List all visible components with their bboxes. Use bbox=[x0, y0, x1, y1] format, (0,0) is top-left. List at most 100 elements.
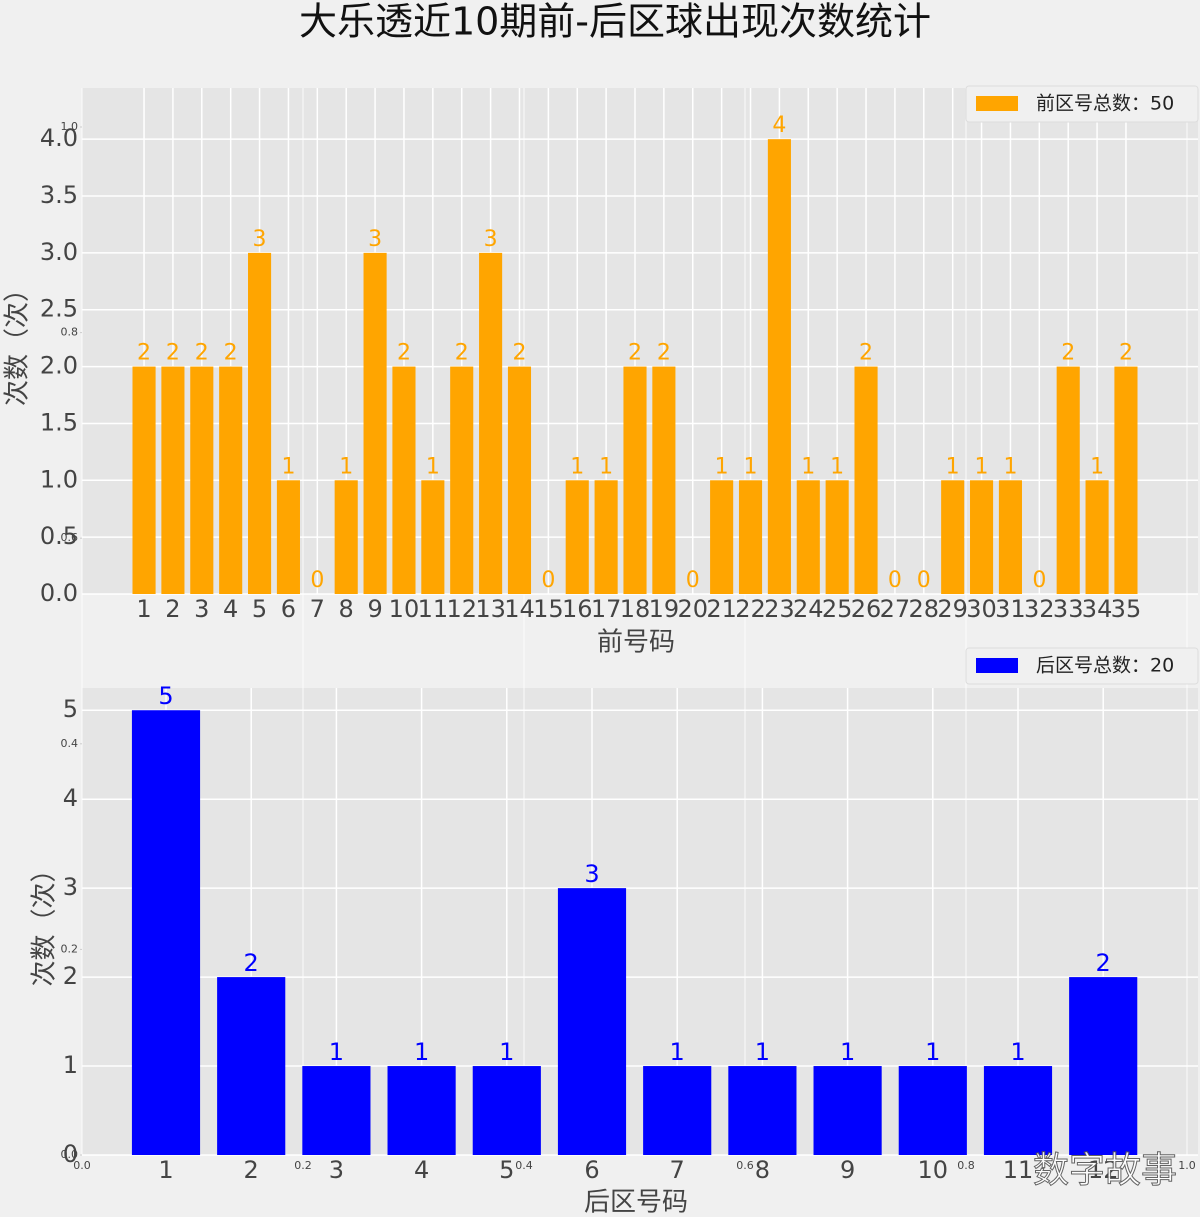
x-tick-label: 29 bbox=[937, 595, 968, 623]
bar bbox=[1069, 977, 1138, 1155]
x-tick-label: 5 bbox=[499, 1156, 514, 1184]
y-tick-label: 1.0 bbox=[61, 120, 79, 133]
y-tick-label: 4.0 bbox=[40, 124, 78, 152]
x-tick-label: 8 bbox=[755, 1156, 770, 1184]
value-label: 3 bbox=[584, 860, 599, 888]
x-tick-label: 1 bbox=[136, 595, 151, 623]
x-tick-label: 9 bbox=[367, 595, 382, 623]
legend-swatch bbox=[976, 96, 1018, 111]
x-tick-label: 30 bbox=[966, 595, 997, 623]
x-tick-label: 22 bbox=[735, 595, 766, 623]
y-tick-label: 3 bbox=[63, 873, 78, 901]
bar bbox=[217, 977, 286, 1155]
x-tick-label: 35 bbox=[1111, 595, 1142, 623]
value-label: 2 bbox=[859, 341, 873, 366]
bar bbox=[643, 1066, 712, 1155]
value-label: 0 bbox=[1032, 568, 1046, 593]
x-tick-label: 23 bbox=[764, 595, 795, 623]
value-label: 1 bbox=[329, 1038, 344, 1066]
x-tick-label: 14 bbox=[504, 595, 535, 623]
bar bbox=[507, 366, 532, 594]
y-tick-label: 0 bbox=[63, 1140, 78, 1168]
y-tick-label: 1.5 bbox=[40, 408, 78, 436]
bar bbox=[825, 480, 849, 594]
value-label: 2 bbox=[455, 341, 469, 366]
value-label: 0 bbox=[541, 568, 555, 593]
bar bbox=[161, 366, 185, 594]
x-tick-label: 28 bbox=[909, 595, 940, 623]
x-tick-label: 13 bbox=[475, 595, 506, 623]
bar bbox=[557, 888, 627, 1155]
x-axis-label: 前号码 bbox=[597, 628, 675, 658]
x-tick-label: 16 bbox=[562, 595, 593, 623]
y-tick-label: 2.5 bbox=[40, 295, 78, 323]
y-tick-label: 3.5 bbox=[40, 181, 78, 209]
bar bbox=[472, 1066, 541, 1155]
value-label: 2 bbox=[137, 341, 151, 366]
value-label: 2 bbox=[244, 949, 259, 977]
value-label: 1 bbox=[946, 454, 960, 479]
value-label: 1 bbox=[830, 454, 844, 479]
bar bbox=[334, 480, 358, 594]
value-label: 1 bbox=[744, 454, 758, 479]
bar bbox=[132, 366, 156, 594]
x-axis-label: 后区号码 bbox=[584, 1188, 688, 1217]
y-tick-label: 0.0 bbox=[61, 1148, 79, 1161]
bar bbox=[276, 480, 300, 594]
bar bbox=[1085, 480, 1109, 594]
bar bbox=[219, 366, 243, 594]
x-tick-label: 0.2 bbox=[294, 1159, 312, 1172]
bar bbox=[652, 366, 676, 594]
y-tick-label: 0.8 bbox=[61, 326, 79, 339]
x-tick-label: 1 bbox=[158, 1156, 173, 1184]
bar bbox=[728, 1066, 797, 1155]
x-tick-label: 7 bbox=[310, 595, 325, 623]
value-label: 1 bbox=[499, 1038, 514, 1066]
bar bbox=[479, 252, 503, 594]
value-label: 1 bbox=[840, 1038, 855, 1066]
x-tick-label: 3 bbox=[194, 595, 209, 623]
bar bbox=[796, 480, 820, 594]
bar bbox=[710, 480, 734, 594]
x-tick-label: 11 bbox=[418, 595, 449, 623]
bar bbox=[738, 480, 763, 594]
value-label: 2 bbox=[1061, 341, 1075, 366]
bar bbox=[1056, 366, 1080, 594]
value-label: 5 bbox=[158, 682, 173, 710]
value-label: 1 bbox=[1010, 1038, 1025, 1066]
bar bbox=[131, 710, 201, 1155]
y-tick-label: 1.0 bbox=[40, 465, 78, 493]
x-tick-label: 32 bbox=[1024, 595, 1055, 623]
bar bbox=[594, 480, 618, 594]
value-label: 3 bbox=[253, 227, 267, 252]
legend-swatch bbox=[976, 658, 1018, 673]
x-tick-label: 27 bbox=[880, 595, 911, 623]
value-label: 1 bbox=[339, 454, 353, 479]
value-label: 2 bbox=[166, 341, 180, 366]
bar bbox=[898, 1066, 967, 1155]
figure-title: 大乐透近10期前-后区球出现次数统计 bbox=[299, 0, 931, 44]
y-tick-label: 5 bbox=[63, 695, 78, 723]
value-label: 1 bbox=[715, 454, 729, 479]
bar bbox=[450, 366, 474, 594]
bar bbox=[983, 1066, 1053, 1155]
value-label: 1 bbox=[975, 454, 989, 479]
value-label: 4 bbox=[772, 113, 786, 138]
x-tick-label: 15 bbox=[533, 595, 564, 623]
value-label: 2 bbox=[1096, 949, 1111, 977]
y-tick-label: 4 bbox=[63, 784, 78, 812]
x-tick-label: 1.0 bbox=[1178, 1159, 1196, 1172]
bar bbox=[854, 366, 878, 594]
x-tick-label: 0.8 bbox=[957, 1159, 975, 1172]
x-tick-label: 18 bbox=[620, 595, 651, 623]
x-tick-label: 4 bbox=[223, 595, 238, 623]
x-tick-label: 12 bbox=[446, 595, 477, 623]
x-tick-label: 2 bbox=[165, 595, 180, 623]
x-tick-label: 25 bbox=[822, 595, 853, 623]
x-tick-label: 0.4 bbox=[515, 1159, 533, 1172]
bar bbox=[190, 366, 214, 594]
value-label: 0 bbox=[888, 568, 902, 593]
bar bbox=[302, 1066, 371, 1155]
value-label: 1 bbox=[670, 1038, 685, 1066]
value-label: 0 bbox=[310, 568, 324, 593]
